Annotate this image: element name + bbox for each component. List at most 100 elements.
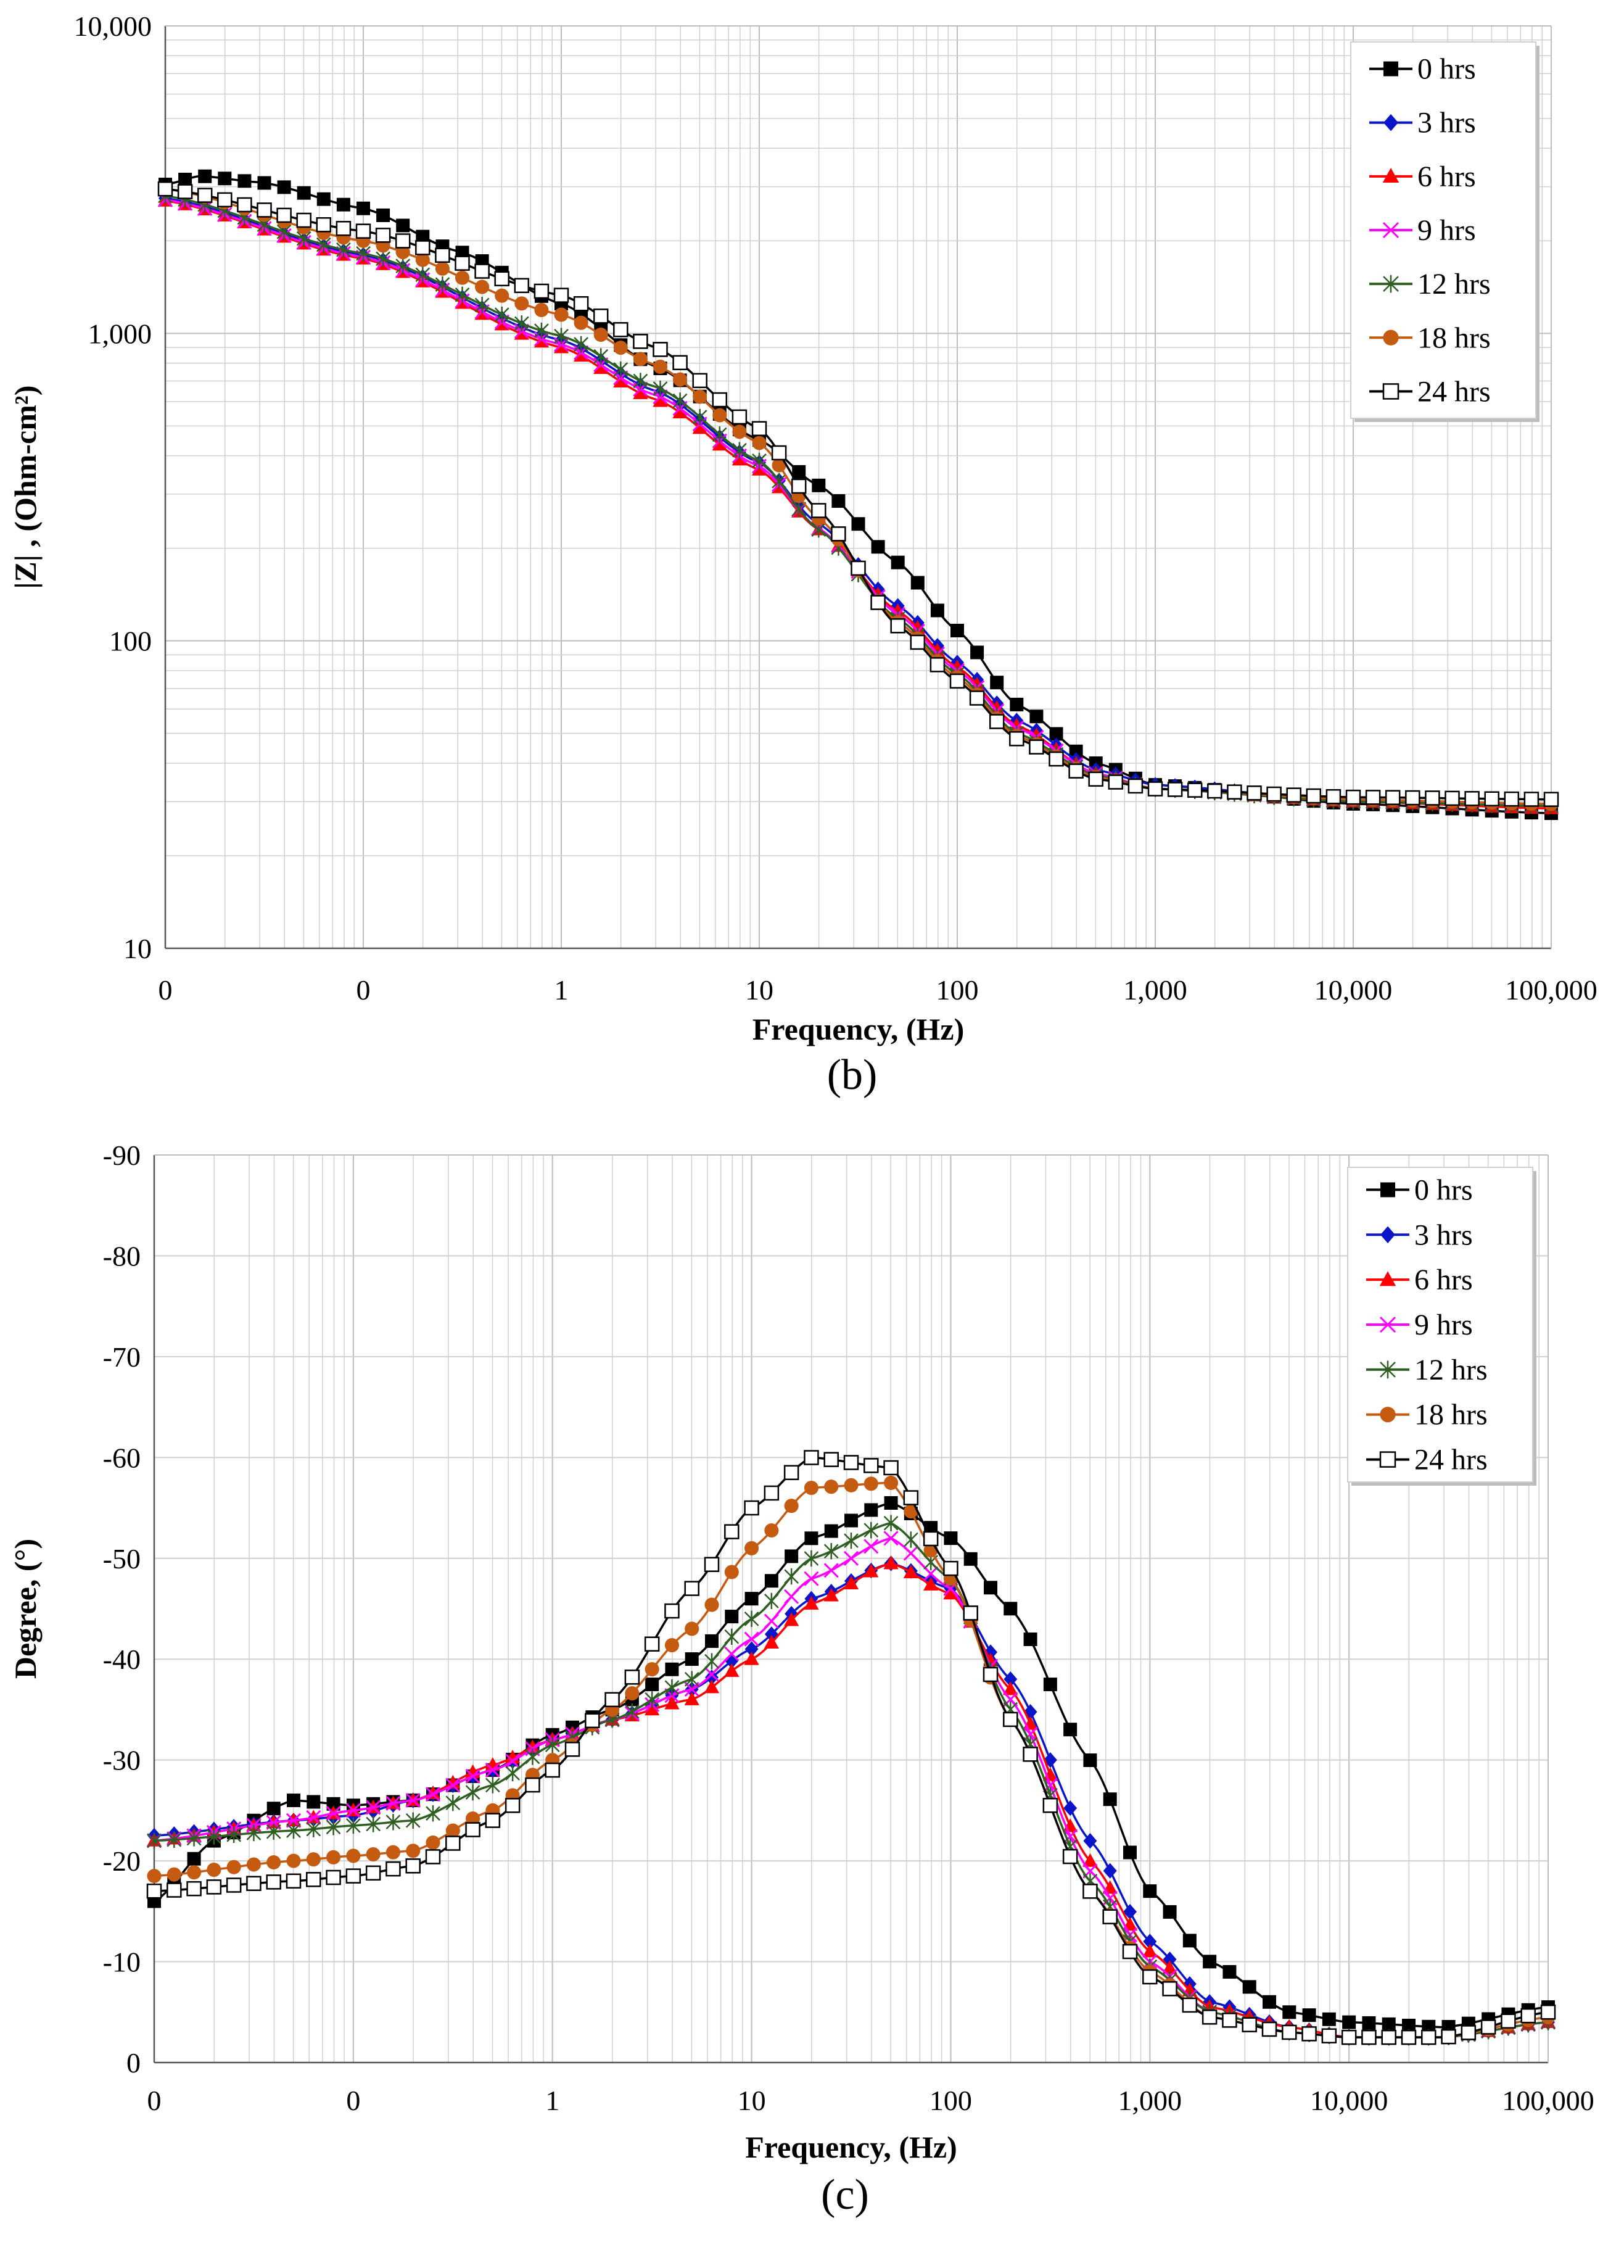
data-point xyxy=(923,1576,939,1591)
data-point xyxy=(864,1521,879,1539)
legend-label: 24 hrs xyxy=(1417,375,1491,408)
data-point xyxy=(1286,787,1301,803)
data-point xyxy=(624,1703,640,1720)
data-point xyxy=(593,348,609,365)
data-point xyxy=(744,1500,759,1516)
data-point xyxy=(851,560,866,576)
data-point xyxy=(426,1836,440,1850)
legend-marker xyxy=(1379,1316,1396,1333)
data-point xyxy=(823,1563,839,1578)
data-point xyxy=(791,500,807,518)
data-point xyxy=(1082,1853,1098,1867)
legend-marker xyxy=(1382,383,1399,400)
data-point xyxy=(1009,731,1024,747)
data-point xyxy=(724,1663,740,1677)
data-point xyxy=(1302,2008,1316,2022)
data-point xyxy=(1222,1965,1237,1979)
series-24-hrs xyxy=(157,181,1559,807)
x-tick-label: 1 xyxy=(545,2085,559,2116)
data-point xyxy=(930,603,944,618)
data-point xyxy=(1362,2016,1376,2030)
data-point xyxy=(345,1803,361,1818)
data-point xyxy=(425,1849,441,1864)
series-line xyxy=(154,1522,1549,2038)
data-point xyxy=(574,336,588,353)
data-point xyxy=(684,1581,699,1596)
data-point xyxy=(712,408,727,423)
data-point xyxy=(843,1550,859,1566)
data-point xyxy=(764,1523,779,1538)
data-point xyxy=(672,405,688,419)
data-point xyxy=(257,202,272,218)
data-point xyxy=(376,250,390,267)
data-point xyxy=(1010,697,1024,711)
data-point xyxy=(564,1742,580,1757)
data-point xyxy=(474,297,490,313)
data-point xyxy=(385,1845,400,1860)
data-point xyxy=(843,1455,859,1470)
data-point xyxy=(625,1686,640,1701)
data-point xyxy=(684,1671,699,1687)
x-tick-label: 100,000 xyxy=(1505,974,1597,1006)
data-point xyxy=(725,1653,739,1669)
data-point xyxy=(1068,763,1084,779)
data-point xyxy=(1004,1671,1018,1687)
data-point xyxy=(645,1691,660,1708)
data-point xyxy=(903,1490,919,1505)
data-point xyxy=(198,169,212,183)
data-point xyxy=(864,1458,879,1473)
legend-label: 3 hrs xyxy=(1417,107,1476,139)
data-point xyxy=(494,306,509,323)
data-point xyxy=(326,1850,341,1864)
data-point xyxy=(704,1666,720,1682)
data-point xyxy=(744,1541,759,1555)
data-point xyxy=(1003,1681,1018,1695)
data-point xyxy=(385,1813,401,1831)
data-point xyxy=(573,296,589,312)
legend-marker xyxy=(1379,1451,1396,1468)
data-point xyxy=(525,1739,540,1753)
data-point xyxy=(226,1860,241,1874)
series-24-hrs xyxy=(146,1450,1556,2045)
legend-label: 6 hrs xyxy=(1414,1264,1473,1296)
data-point xyxy=(664,1679,680,1696)
data-point xyxy=(764,1635,779,1649)
data-point xyxy=(246,1857,261,1872)
data-point xyxy=(784,1499,799,1513)
data-point xyxy=(1083,1753,1097,1768)
series-6-hrs xyxy=(157,192,1559,814)
data-point xyxy=(704,1597,719,1612)
data-point xyxy=(356,245,371,262)
data-point xyxy=(1108,774,1124,790)
data-point xyxy=(415,240,431,255)
data-point xyxy=(1247,785,1262,801)
data-point xyxy=(613,322,629,337)
data-point xyxy=(712,392,728,408)
data-point xyxy=(989,714,1005,729)
data-point xyxy=(744,1651,759,1665)
data-point xyxy=(883,1555,899,1570)
data-point xyxy=(891,555,905,569)
data-point xyxy=(1501,2013,1516,2029)
series-line xyxy=(165,175,1552,814)
x-tick-label: 1,000 xyxy=(1118,2085,1182,2116)
data-point xyxy=(167,1882,182,1898)
data-point xyxy=(167,1867,181,1882)
data-point xyxy=(266,1874,281,1890)
data-point xyxy=(910,634,926,650)
data-point xyxy=(1122,1943,1138,1960)
data-point xyxy=(1381,2029,1396,2045)
series-line xyxy=(165,194,1552,808)
data-point xyxy=(672,355,688,371)
x-tick-label: 10,000 xyxy=(1310,2085,1388,2116)
data-point xyxy=(306,1872,321,1887)
data-point xyxy=(286,1873,302,1889)
data-point xyxy=(376,208,390,222)
data-point xyxy=(784,1589,799,1604)
data-point xyxy=(306,1810,321,1825)
data-point xyxy=(969,690,985,706)
data-point xyxy=(1082,1884,1098,1899)
data-point xyxy=(704,1653,719,1670)
y-tick-label: 10,000 xyxy=(74,10,152,42)
y-axis-title: Degree, (°) xyxy=(8,1539,43,1679)
